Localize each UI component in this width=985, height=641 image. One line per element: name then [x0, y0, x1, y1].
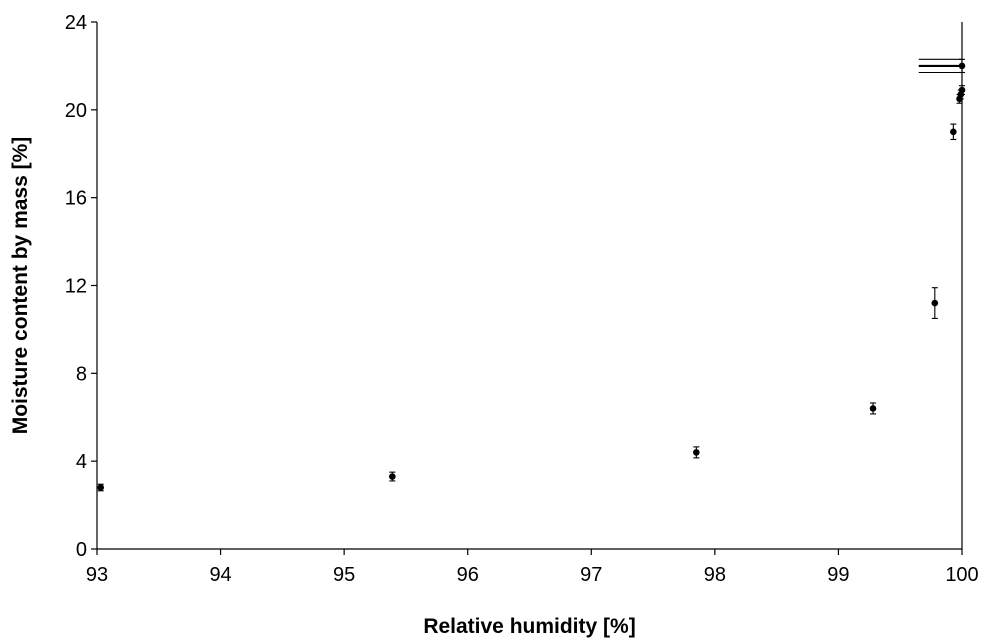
data-point: [958, 62, 966, 70]
x-tick-label: 100: [945, 564, 978, 586]
x-tick-label: 98: [704, 564, 726, 586]
y-tick-label: 12: [65, 276, 87, 298]
y-tick-label: 16: [65, 188, 87, 210]
error-bars: [97, 58, 965, 492]
x-tick-label: 99: [827, 564, 849, 586]
data-point: [869, 405, 877, 412]
data-points: [97, 62, 966, 491]
axes: [96, 22, 963, 550]
y-tick-label: 24: [65, 12, 87, 34]
data-point: [931, 299, 939, 307]
x-tick-label: 95: [333, 564, 355, 586]
y-tick-label: 4: [76, 451, 87, 473]
y-tick-label: 0: [76, 539, 87, 561]
data-point: [950, 128, 957, 136]
data-point: [693, 449, 700, 456]
tick-labels: 0 4 8 12 16 20 24 93 94 95 96 97 98 99 100: [65, 12, 979, 586]
x-tick-label: 94: [209, 564, 231, 586]
x-tick-label: 97: [580, 564, 602, 586]
x-tick-label: 96: [457, 564, 479, 586]
ticks: [91, 21, 963, 555]
data-point: [97, 484, 105, 491]
y-tick-label: 8: [76, 363, 87, 385]
x-tick-label: 93: [86, 564, 108, 586]
y-tick-label: 20: [65, 100, 87, 122]
data-point: [958, 86, 966, 94]
y-axis-title: Moisture content by mass [%]: [9, 137, 32, 435]
data-point: [389, 473, 396, 480]
x-axis-title: Relative humidity [%]: [423, 615, 635, 638]
